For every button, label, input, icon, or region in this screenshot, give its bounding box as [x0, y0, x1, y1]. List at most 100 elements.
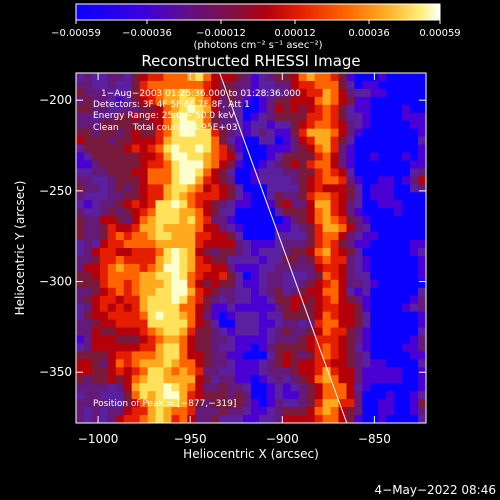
heatmap-cell — [91, 351, 101, 360]
heatmap-cell — [155, 128, 165, 138]
heatmap-cell — [274, 192, 284, 201]
heatmap-cell — [386, 104, 395, 114]
heatmap-cell — [266, 224, 276, 233]
heatmap-cell — [155, 367, 165, 376]
heatmap-cell — [179, 271, 188, 281]
heatmap-cell — [76, 208, 85, 217]
heatmap-cell — [76, 176, 85, 185]
heatmap-cell — [394, 399, 403, 408]
heatmap-cell — [147, 279, 157, 289]
heatmap-cell — [330, 375, 340, 384]
heatmap-cell — [91, 248, 101, 257]
heatmap-cell — [274, 128, 284, 138]
heatmap-cell — [402, 391, 411, 400]
heatmap-cell — [282, 240, 292, 249]
heatmap-cell — [211, 303, 220, 313]
heatmap-cell — [410, 351, 419, 360]
heatmap-cell — [266, 287, 276, 297]
heatmap-cell — [362, 255, 371, 265]
heatmap-cell — [147, 240, 157, 249]
heatmap-cell — [290, 88, 300, 98]
heatmap-cell — [394, 184, 403, 193]
heatmap-cell — [107, 255, 117, 265]
heatmap-cell — [195, 399, 204, 408]
heatmap-cell — [258, 136, 268, 146]
heatmap-cell — [274, 399, 284, 408]
heatmap-cell — [266, 335, 276, 345]
heatmap-cell — [139, 271, 149, 281]
heatmap-cell — [266, 343, 276, 353]
heatmap-cell — [115, 216, 125, 225]
heatmap-cell — [338, 112, 348, 122]
heatmap-cell — [378, 327, 387, 337]
heatmap-cell — [298, 407, 308, 416]
heatmap-cell — [338, 176, 348, 185]
heatmap-cell — [227, 216, 236, 225]
heatmap-cell — [227, 96, 236, 106]
heatmap-cell — [394, 240, 403, 249]
heatmap-cell — [139, 104, 149, 114]
heatmap-cell — [179, 224, 188, 233]
heatmap-cell — [338, 327, 348, 337]
heatmap-cell — [203, 311, 212, 321]
heatmap-cell — [298, 80, 308, 90]
heatmap-cell — [203, 359, 212, 368]
heatmap-cell — [306, 240, 316, 249]
heatmap-cell — [107, 248, 117, 257]
heatmap-cell — [251, 391, 260, 400]
heatmap-cell — [290, 319, 300, 329]
heatmap-cell — [338, 311, 348, 321]
heatmap-cell — [131, 359, 141, 368]
heatmap-cell — [251, 128, 260, 138]
heatmap-cell — [346, 271, 356, 281]
heatmap-cell — [314, 335, 324, 345]
heatmap-cell — [346, 128, 356, 138]
heatmap-cell — [290, 399, 300, 408]
heatmap-cell — [330, 311, 340, 321]
heatmap-cell — [235, 383, 244, 392]
heatmap-cell — [338, 120, 348, 130]
heatmap-cell — [394, 343, 403, 353]
heatmap-cell — [203, 192, 212, 201]
heatmap-cell — [99, 335, 109, 345]
heatmap-cell — [354, 359, 363, 368]
heatmap-cell — [187, 375, 196, 384]
heatmap-cell — [394, 319, 403, 329]
heatmap-cell — [171, 399, 181, 408]
heatmap-cell — [306, 279, 316, 289]
heatmap-cell — [394, 375, 403, 384]
heatmap-cell — [266, 216, 276, 225]
heatmap-cell — [354, 319, 363, 329]
heatmap-cell — [163, 335, 173, 345]
heatmap-cell — [386, 73, 395, 82]
heatmap-cell — [314, 88, 324, 98]
heatmap-cell — [251, 415, 260, 423]
heatmap-cell — [147, 303, 157, 313]
heatmap-cell — [362, 327, 371, 337]
heatmap-cell — [386, 359, 395, 368]
heatmap-cell — [139, 399, 149, 408]
heatmap-cell — [115, 160, 125, 170]
observation-annotations: 1−Aug−2003 01:25:36.000 to 01:28:36.000 … — [93, 89, 301, 409]
heatmap-cell — [235, 319, 244, 329]
heatmap-cell — [147, 335, 157, 345]
heatmap-cell — [298, 287, 308, 297]
heatmap-cell — [251, 248, 260, 257]
colorbar-tick-label: −0.00059 — [51, 28, 101, 39]
heatmap-cell — [394, 80, 403, 90]
heatmap-cell — [115, 232, 125, 241]
heatmap-cell — [211, 112, 220, 122]
heatmap-cell — [171, 184, 181, 193]
heatmap-cell — [203, 399, 212, 408]
heatmap-cell — [322, 367, 332, 376]
heatmap-cell — [322, 88, 332, 98]
heatmap-cell — [163, 184, 173, 193]
heatmap-cell — [298, 303, 308, 313]
heatmap-cell — [115, 255, 125, 265]
heatmap-cell — [131, 176, 141, 185]
heatmap-cell — [346, 112, 356, 122]
heatmap-cell — [203, 168, 212, 178]
heatmap-cell — [298, 327, 308, 337]
heatmap-cell — [163, 399, 173, 408]
heatmap-cell — [251, 160, 260, 170]
